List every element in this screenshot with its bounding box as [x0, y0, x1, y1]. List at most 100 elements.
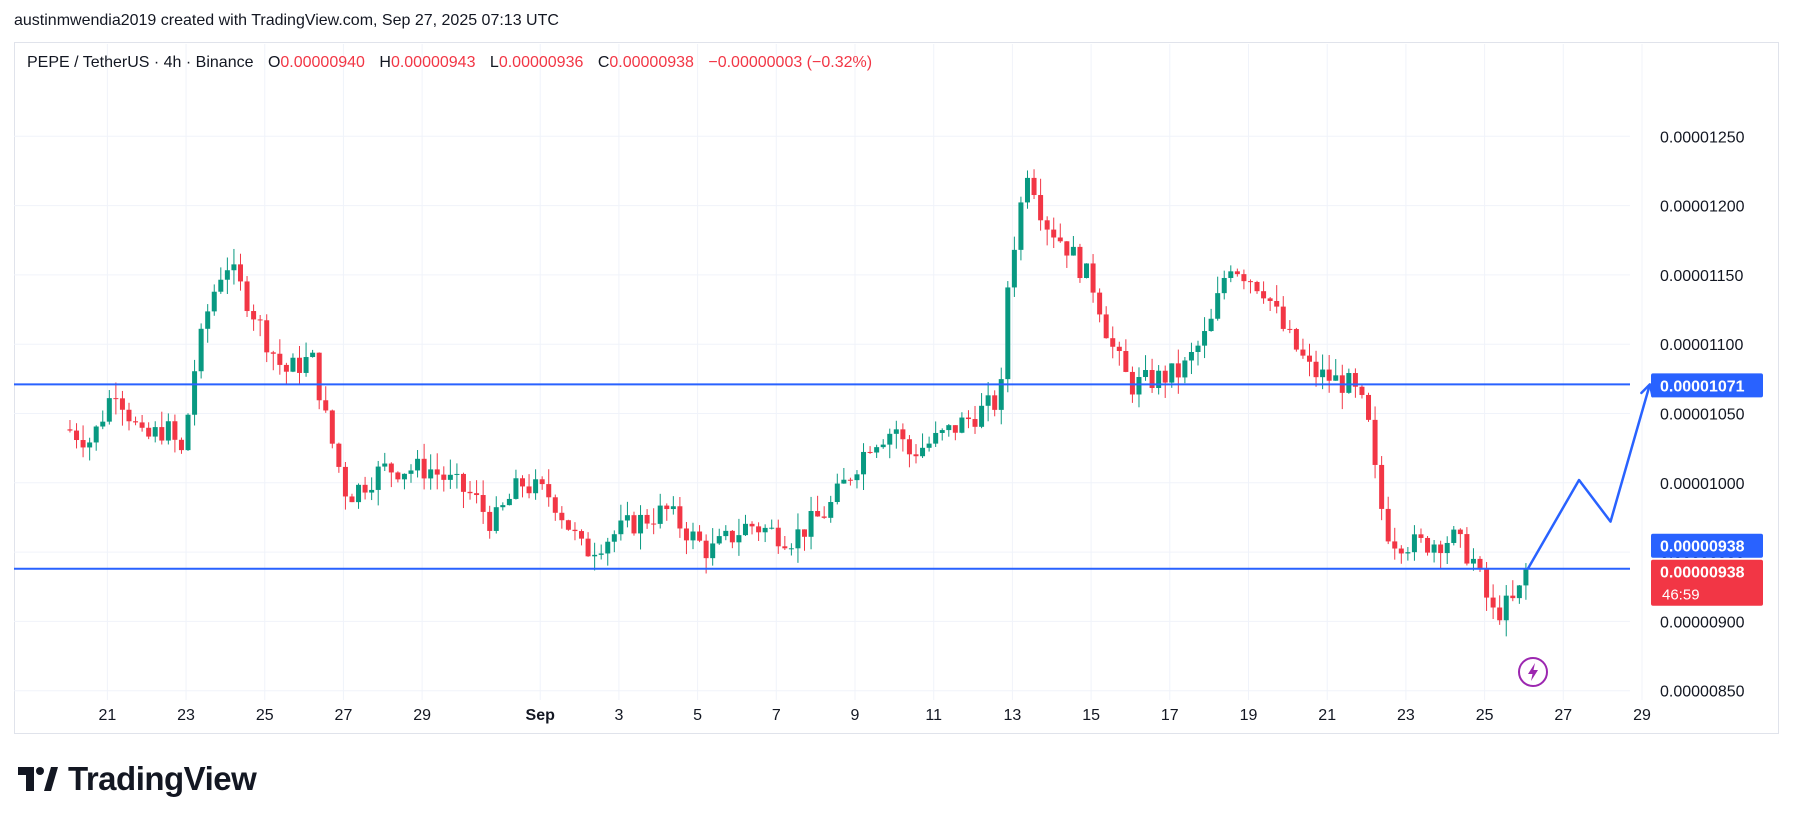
candle [920, 433, 926, 459]
candle [336, 442, 342, 473]
candle [270, 350, 276, 371]
candle [1156, 365, 1162, 395]
lightning-icon[interactable] [1518, 657, 1548, 687]
candle [808, 496, 814, 550]
candle [736, 518, 742, 556]
candle [598, 544, 604, 560]
candle [257, 314, 263, 337]
candle [1490, 584, 1496, 620]
candle [487, 505, 493, 539]
candle [349, 493, 355, 503]
candle [769, 519, 775, 530]
candle [847, 477, 853, 486]
y-tick-label: 0.00000850 [1660, 684, 1745, 701]
candle [1241, 269, 1247, 290]
candle [303, 342, 309, 377]
candle [762, 524, 768, 543]
candle [618, 504, 624, 541]
x-tick-label: Sep [526, 707, 556, 724]
candle [559, 506, 565, 529]
candle [1464, 527, 1470, 566]
candle [592, 542, 598, 571]
candle [710, 528, 716, 566]
low-label: L [489, 54, 499, 71]
svg-text:46:59: 46:59 [1662, 587, 1700, 604]
candle [460, 472, 466, 509]
candle [519, 475, 525, 498]
price-axis: 0.00001250 0.00001200 0.00001150 0.00001100… [1660, 129, 1745, 700]
candle [1057, 223, 1063, 243]
candle [1005, 281, 1011, 393]
candle [683, 521, 689, 555]
candle [1503, 585, 1509, 637]
y-tick-label: 0.00001000 [1660, 476, 1745, 493]
candle [1306, 343, 1312, 377]
candle [585, 532, 591, 557]
candle [224, 257, 230, 295]
candle [74, 423, 80, 449]
candle [1247, 279, 1253, 294]
candle [467, 481, 473, 500]
candle [1516, 584, 1522, 604]
tradingview-logo[interactable]: TradingView [18, 760, 257, 798]
candle [1234, 268, 1240, 277]
candle [1398, 545, 1404, 564]
level-price-badge-lower: 0.00000938 [1651, 533, 1763, 558]
candle [939, 428, 945, 441]
candle [828, 495, 834, 523]
candle [441, 466, 447, 492]
candle [539, 476, 545, 490]
candle [933, 421, 939, 447]
candle [388, 462, 394, 488]
x-tick-label: 19 [1240, 707, 1258, 724]
candle [1359, 385, 1365, 399]
close-value: 0.00000938 [609, 54, 694, 71]
y-tick-label: 0.00001100 [1660, 337, 1743, 354]
candle [428, 454, 434, 490]
x-tick-label: 29 [413, 707, 431, 724]
candle [119, 390, 125, 426]
candle [795, 513, 801, 563]
candle [251, 304, 257, 331]
last-price-badge: 0.00000938 46:59 [1651, 559, 1763, 606]
candle [159, 411, 165, 445]
candle [749, 521, 755, 535]
candle [474, 480, 480, 504]
candle [867, 446, 873, 454]
candle [664, 503, 670, 521]
candle [1451, 525, 1457, 546]
candle [1346, 368, 1352, 394]
candle [421, 443, 427, 490]
candle [152, 421, 158, 443]
candle [80, 425, 86, 458]
candle [1254, 280, 1260, 294]
candle [1287, 320, 1293, 334]
candle [880, 439, 886, 449]
candle [1044, 216, 1050, 246]
candle [1084, 263, 1090, 279]
price-badges: 0.00001071 0.00000938 0.00000938 46:59 [1651, 373, 1763, 606]
candle [178, 437, 184, 454]
candle [1175, 349, 1181, 394]
candle [316, 352, 322, 410]
candle [1293, 327, 1299, 352]
candle [1372, 406, 1378, 479]
candle [1116, 341, 1122, 366]
candle [297, 345, 303, 385]
candle [1300, 338, 1306, 359]
candle [133, 416, 139, 426]
projection-line[interactable] [1526, 384, 1652, 570]
candle [1221, 270, 1227, 300]
symbol-title[interactable]: PEPE / TetherUS · 4h · Binance [27, 54, 254, 71]
candle [1280, 296, 1286, 332]
candle [782, 535, 788, 550]
candle [644, 509, 650, 529]
candle [1411, 525, 1417, 561]
grid-lines [14, 44, 1643, 700]
candle [362, 476, 368, 500]
candle [775, 519, 781, 554]
candle [552, 494, 558, 521]
tradingview-logo-icon [18, 767, 58, 791]
candle [277, 339, 283, 375]
